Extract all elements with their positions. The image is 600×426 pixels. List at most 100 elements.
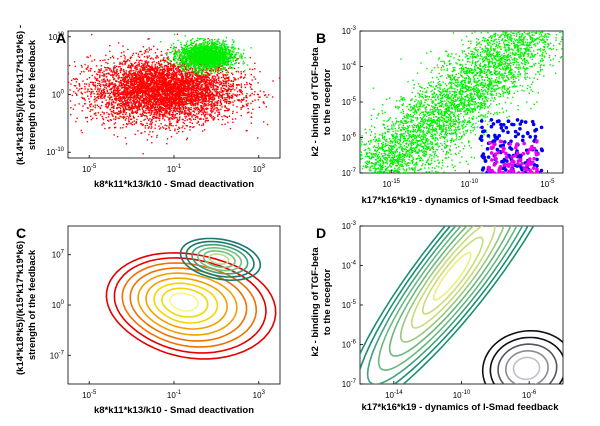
point-a-series-0 — [134, 66, 137, 69]
point-a-series-0 — [146, 85, 148, 88]
point-a-series-0 — [137, 84, 139, 86]
point-a-series-0 — [224, 106, 226, 108]
point-a-series-0 — [200, 80, 203, 82]
point-a-series-0 — [181, 89, 183, 92]
point-a-series-0 — [208, 73, 210, 75]
point-a-series-0 — [132, 74, 134, 77]
point-a-series-0 — [135, 102, 137, 104]
point-a-series-0 — [149, 131, 151, 133]
point-a-series-0 — [126, 82, 128, 84]
point-a-series-0 — [124, 58, 126, 60]
point-a-series-0 — [200, 76, 203, 79]
point-a-series-0 — [196, 74, 199, 76]
point-a-series-0 — [160, 110, 162, 113]
point-a-series-0 — [157, 100, 160, 102]
point-a-series-0 — [159, 127, 162, 129]
point-a-series-0 — [121, 101, 124, 103]
point-a-series-0 — [72, 78, 75, 80]
point-a-series-0 — [220, 71, 222, 74]
point-a-series-0 — [168, 119, 170, 121]
point-a-series-0 — [131, 121, 134, 123]
point-a-series-0 — [69, 100, 72, 102]
point-a-series-0 — [202, 100, 205, 102]
point-a-series-0 — [136, 107, 138, 109]
point-a-series-0 — [208, 74, 210, 76]
point-a-series-0 — [128, 102, 130, 104]
point-a-series-0 — [206, 89, 209, 91]
point-a-series-0 — [171, 96, 173, 98]
point-a-series-0 — [93, 113, 96, 115]
point-a-series-0 — [209, 83, 211, 85]
point-a-series-0 — [105, 83, 107, 85]
point-a-series-0 — [103, 88, 106, 91]
point-a-series-0 — [166, 65, 168, 68]
point-a-series-0 — [154, 106, 157, 108]
point-a-series-0 — [178, 126, 180, 129]
point-a-series-0 — [225, 109, 227, 112]
point-a-series-0 — [154, 101, 157, 104]
point-a-series-0 — [150, 73, 153, 75]
point-a-series-0 — [123, 72, 126, 74]
point-a-series-0 — [119, 66, 121, 68]
point-a-series-0 — [141, 107, 143, 109]
point-a-series-0 — [199, 76, 201, 78]
point-a-series-0 — [176, 71, 179, 73]
point-a-series-0 — [146, 73, 149, 76]
point-a-series-0 — [168, 84, 170, 87]
point-a-series-0 — [174, 114, 176, 116]
point-a-series-0 — [180, 77, 183, 79]
point-a-series-0 — [232, 80, 235, 83]
point-a-series-0 — [148, 38, 150, 40]
point-a-series-0 — [157, 67, 159, 70]
point-a-series-0 — [161, 111, 163, 114]
point-a-series-0 — [135, 92, 138, 95]
point-a-series-0 — [141, 76, 143, 79]
point-a-series-0 — [125, 76, 127, 78]
point-a-series-0 — [186, 97, 189, 99]
point-a-series-0 — [148, 103, 150, 106]
point-a-series-0 — [106, 111, 108, 114]
point-a-series-0 — [204, 69, 206, 71]
point-a-series-0 — [136, 106, 138, 108]
point-a-series-0 — [126, 86, 128, 89]
point-a-series-0 — [177, 128, 179, 131]
point-a-series-0 — [202, 94, 204, 96]
point-a-series-0 — [187, 100, 190, 102]
point-a-series-0 — [206, 68, 208, 70]
point-a-series-0 — [139, 103, 141, 105]
point-a-series-0 — [157, 76, 160, 78]
point-a-series-0 — [191, 103, 194, 105]
point-a-series-0 — [149, 99, 152, 102]
point-a-series-0 — [170, 117, 172, 119]
point-a-series-0 — [124, 97, 127, 99]
point-a-series-0 — [185, 103, 188, 105]
point-a-series-0 — [253, 76, 255, 78]
point-a-series-0 — [93, 84, 95, 86]
point-a-series-0 — [88, 83, 90, 85]
point-a-series-0 — [210, 110, 212, 112]
point-a-series-0 — [139, 80, 141, 82]
point-a-series-0 — [175, 113, 178, 115]
point-a-series-0 — [162, 72, 165, 74]
point-a-series-0 — [157, 109, 160, 112]
point-a-series-0 — [176, 95, 179, 98]
point-a-series-0 — [123, 83, 125, 86]
point-a-series-0 — [89, 81, 92, 83]
point-a-series-0 — [194, 74, 197, 76]
point-a-series-0 — [161, 100, 164, 103]
point-a-series-0 — [200, 91, 203, 93]
point-a-series-0 — [133, 123, 136, 125]
point-a-series-0 — [117, 99, 119, 102]
point-a-series-0 — [171, 101, 173, 103]
point-a-series-0 — [190, 113, 192, 115]
point-a-series-0 — [217, 109, 219, 111]
point-a-series-0 — [189, 102, 191, 104]
point-a-series-0 — [160, 102, 162, 105]
point-a-series-0 — [199, 96, 201, 98]
point-a-series-0 — [220, 89, 222, 91]
point-a-series-0 — [205, 75, 207, 77]
point-a-series-0 — [110, 110, 113, 113]
point-a-series-0 — [108, 86, 111, 88]
point-a-series-0 — [184, 68, 186, 70]
point-a-series-0 — [120, 55, 122, 58]
